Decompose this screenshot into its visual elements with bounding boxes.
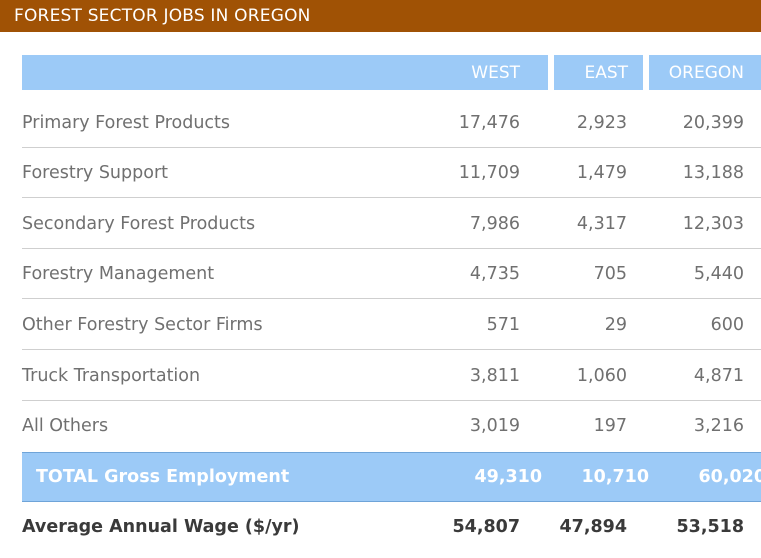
table-row: Secondary Forest Products 7,986 4,317 12… — [0, 199, 761, 249]
row-label: All Others — [22, 416, 109, 436]
table-header: WEST EAST OREGON — [0, 55, 761, 90]
row-west-value: 17,476 — [458, 113, 520, 133]
row-divider — [22, 349, 761, 350]
row-divider — [22, 248, 761, 249]
table-row: Truck Transportation 3,811 1,060 4,871 — [0, 351, 761, 401]
row-west-value: 571 — [486, 315, 520, 335]
row-west-value: 4,735 — [469, 264, 520, 284]
total-label: TOTAL Gross Employment — [36, 467, 290, 487]
row-oregon-value: 3,216 — [693, 416, 744, 436]
table-row: All Others 3,019 197 3,216 — [0, 401, 761, 451]
row-oregon-value: 20,399 — [682, 113, 744, 133]
total-west-value: 49,310 — [474, 467, 542, 487]
wage-label: Average Annual Wage ($/yr) — [22, 517, 300, 537]
table-row: Other Forestry Sector Firms 571 29 600 — [0, 300, 761, 350]
table-row: Primary Forest Products 17,476 2,923 20,… — [0, 98, 761, 148]
row-east-value: 705 — [593, 264, 627, 284]
row-east-value: 2,923 — [576, 113, 627, 133]
row-east-value: 29 — [604, 315, 627, 335]
row-label: Primary Forest Products — [22, 113, 231, 133]
wage-east-value: 47,894 — [559, 517, 627, 537]
row-label: Truck Transportation — [22, 366, 201, 386]
column-header-east: EAST — [554, 55, 643, 90]
row-east-value: 1,479 — [576, 163, 627, 183]
row-west-value: 3,019 — [469, 416, 520, 436]
row-divider — [22, 147, 761, 148]
row-oregon-value: 600 — [710, 315, 744, 335]
total-east-value: 10,710 — [581, 467, 649, 487]
row-east-value: 4,317 — [576, 214, 627, 234]
row-oregon-value: 12,303 — [682, 214, 744, 234]
row-oregon-value: 5,440 — [693, 264, 744, 284]
page-title: FOREST SECTOR JOBS IN OREGON — [0, 0, 761, 32]
row-divider — [22, 400, 761, 401]
row-west-value: 7,986 — [469, 214, 520, 234]
table-row: Forestry Management 4,735 705 5,440 — [0, 249, 761, 299]
row-east-value: 197 — [593, 416, 627, 436]
row-divider — [22, 197, 761, 198]
total-row: TOTAL Gross Employment 49,310 10,710 60,… — [22, 452, 761, 502]
column-header-west: WEST — [22, 55, 548, 90]
table-row: Forestry Support 11,709 1,479 13,188 — [0, 148, 761, 198]
row-label: Secondary Forest Products — [22, 214, 256, 234]
column-header-oregon: OREGON — [649, 55, 761, 90]
row-west-value: 11,709 — [458, 163, 520, 183]
total-oregon-value: 60,020 — [698, 467, 761, 487]
row-divider — [22, 298, 761, 299]
wage-oregon-value: 53,518 — [676, 517, 744, 537]
row-label: Forestry Management — [22, 264, 215, 284]
row-west-value: 3,811 — [469, 366, 520, 386]
row-oregon-value: 4,871 — [693, 366, 744, 386]
row-label: Forestry Support — [22, 163, 168, 183]
row-oregon-value: 13,188 — [682, 163, 744, 183]
wage-west-value: 54,807 — [452, 517, 520, 537]
row-east-value: 1,060 — [576, 366, 627, 386]
row-label: Other Forestry Sector Firms — [22, 315, 263, 335]
wage-row: Average Annual Wage ($/yr) 54,807 47,894… — [0, 502, 761, 552]
